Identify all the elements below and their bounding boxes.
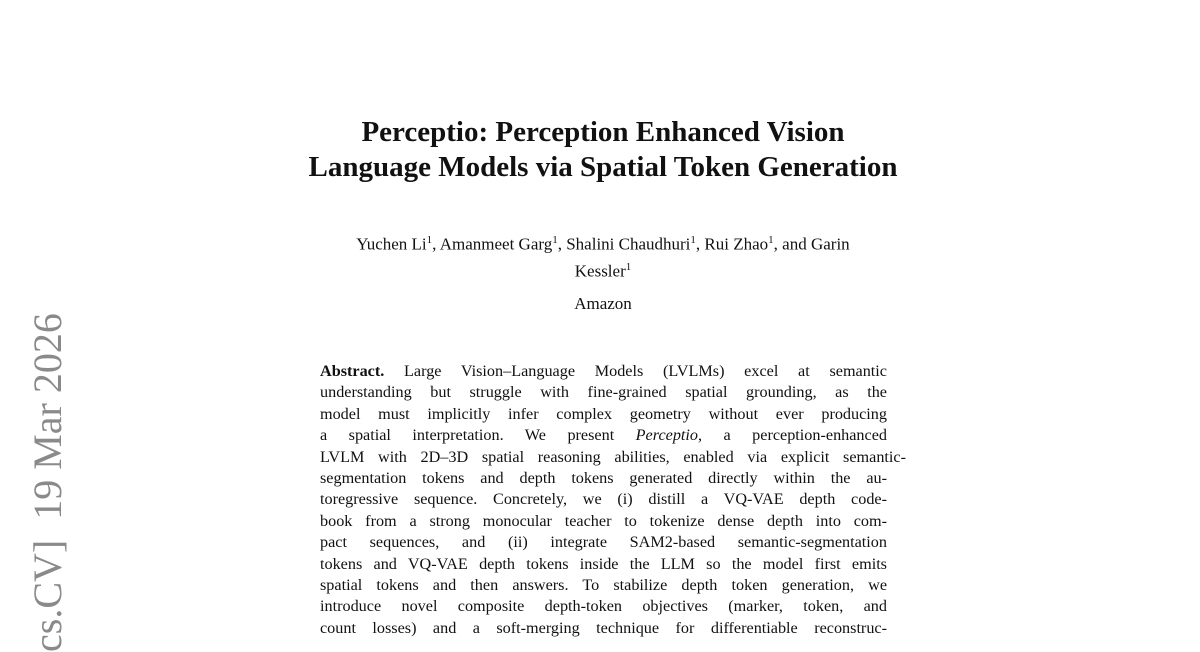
abstract-line: spatial tokens and then answers. To stab…: [320, 576, 887, 595]
affiliation: Amazon: [574, 294, 632, 313]
author-name: Kessler: [574, 261, 626, 281]
abstract-line: book from a strong monocular teacher to …: [320, 511, 887, 530]
abstract-line: toregressive sequence. Concretely, we (i…: [320, 490, 887, 509]
affiliation-mark: 1: [426, 234, 433, 246]
author-name: Rui Zhao: [704, 234, 769, 254]
author-line: Kessler1: [0, 256, 1200, 283]
abstract-line: model must implicitly infer complex geom…: [320, 404, 887, 423]
separator: ,: [695, 234, 705, 254]
separator: , and Garin: [773, 234, 850, 254]
title-line: Language Models via Spatial Token Genera…: [308, 151, 898, 183]
abstract-line: a spatial interpretation. We present Per…: [320, 425, 887, 446]
title-line: Perceptio: Perception Enhanced Vision: [361, 116, 845, 148]
abstract-text: a spatial interpretation. We present: [320, 426, 636, 445]
affiliation-mark: 1: [552, 234, 558, 246]
abstract-line: Abstract. Large Vision–Language Models (…: [320, 361, 887, 382]
abstract-line: LVLM with 2D–3D spatial reasoning abilit…: [320, 447, 906, 466]
author-name: Shalini Chaudhuri: [566, 234, 691, 254]
author-name: Amanmeet Garg: [439, 234, 553, 254]
abstract-text: , a perception-enhanced: [698, 426, 887, 445]
abstract: Abstract. Large Vision–Language Models (…: [320, 361, 906, 639]
separator: ,: [557, 234, 567, 254]
author-list: Yuchen Li1, Amanmeet Garg1, Shalini Chau…: [0, 229, 1200, 282]
abstract-label: Abstract.: [320, 362, 385, 380]
abstract-text: Large Vision–Language Models (LVLMs) exc…: [384, 362, 887, 380]
arxiv-stamp: cs.CV] 19 Mar 2026: [25, 313, 70, 652]
author-name: Yuchen Li: [356, 234, 427, 254]
author-line: Yuchen Li1, Amanmeet Garg1, Shalini Chau…: [0, 229, 1200, 256]
affiliation-mark: 1: [625, 260, 632, 273]
abstract-line: count losses) and a soft-merging techniq…: [320, 618, 887, 637]
abstract-line: introduce novel composite depth-token ob…: [320, 597, 887, 616]
abstract-line: segmentation tokens and depth tokens gen…: [320, 469, 887, 488]
abstract-line: tokens and VQ-VAE depth tokens inside th…: [320, 554, 887, 573]
abstract-line: pact sequences, and (ii) integrate SAM2-…: [320, 533, 887, 552]
paper-title: Perceptio: Perception Enhanced Vision La…: [0, 115, 1200, 185]
abstract-line: understanding but struggle with fine-gra…: [320, 383, 887, 402]
affiliation-mark: 1: [690, 234, 696, 246]
model-name: Perceptio: [635, 426, 698, 445]
separator: ,: [432, 234, 440, 254]
affiliation-mark: 1: [768, 234, 774, 246]
